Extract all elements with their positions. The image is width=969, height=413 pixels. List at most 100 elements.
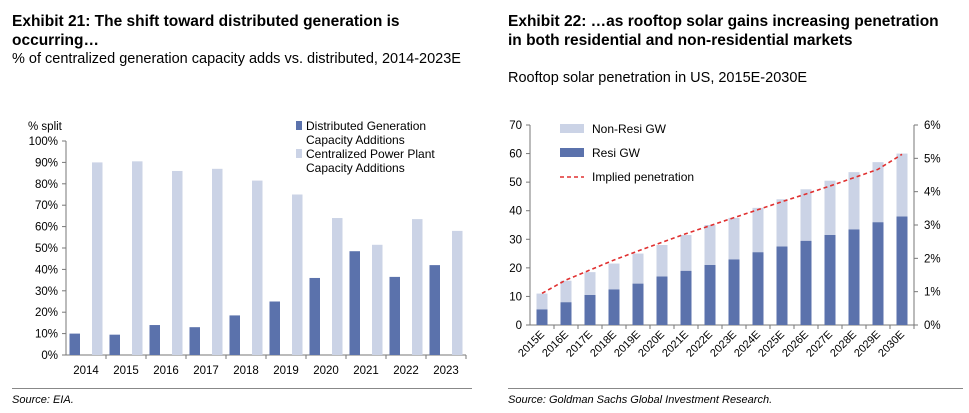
bar-nonresi-2023E: [728, 217, 740, 260]
x-tick-label: 2015: [113, 365, 139, 377]
y-tick-label: 40: [509, 206, 522, 218]
legend-swatch: [560, 148, 584, 157]
bar-resi-2028E: [848, 229, 860, 325]
bar-2020-centralized: [332, 218, 343, 355]
bar-resi-2029E: [872, 222, 884, 325]
x-tick-label: 2016: [153, 365, 179, 377]
bar-nonresi-2016E: [560, 280, 572, 303]
legend-label: Implied penetration: [592, 170, 694, 184]
y-tick-label: 90%: [35, 157, 58, 169]
bar-nonresi-2026E: [800, 189, 812, 241]
legend-label: Capacity Additions: [306, 161, 405, 175]
bar-resi-2017E: [584, 295, 596, 325]
bar-nonresi-2028E: [848, 172, 860, 230]
bar-nonresi-2021E: [680, 235, 692, 271]
bar-resi-2026E: [800, 240, 812, 325]
y-tick-label: 10%: [35, 329, 58, 341]
bar-resi-2020E: [656, 276, 668, 325]
bar-2017-centralized: [212, 168, 223, 355]
bar-2021-distributed: [349, 251, 360, 355]
exhibit-22-divider: [508, 388, 963, 389]
x-tick-label: 2028E: [828, 329, 859, 360]
y-tick-label: 60%: [35, 222, 58, 234]
legend-label: Centralized Power Plant: [306, 147, 435, 161]
x-tick-label: 2019E: [612, 329, 643, 360]
bar-2018-centralized: [252, 180, 263, 355]
y2-tick-label: 0%: [924, 320, 941, 332]
x-tick-label: 2022: [393, 365, 419, 377]
bar-nonresi-2025E: [776, 199, 788, 247]
y-tick-label: 10: [509, 291, 522, 303]
exhibit-21-source: Source: EIA.: [12, 394, 74, 406]
bar-resi-2025E: [776, 246, 788, 325]
y-tick-label: 50: [509, 177, 522, 189]
y-axis-label: % split: [28, 121, 63, 133]
exhibit-22-source: Source: Goldman Sachs Global Investment …: [508, 394, 773, 406]
y2-tick-label: 3%: [924, 220, 941, 232]
x-tick-label: 2022E: [684, 329, 715, 360]
bar-resi-2023E: [728, 259, 740, 325]
y-tick-label: 30: [509, 234, 522, 246]
legend-label: Resi GW: [592, 146, 641, 160]
legend-label: Capacity Additions: [306, 133, 405, 147]
x-tick-label: 2019: [273, 365, 299, 377]
y-tick-label: 100%: [29, 136, 58, 148]
y2-tick-label: 6%: [924, 120, 941, 132]
x-tick-label: 2021: [353, 365, 379, 377]
exhibit-22-panel: Exhibit 22: …as rooftop solar gains incr…: [494, 0, 969, 413]
exhibit-21-subtitle: % of centralized generation capacity add…: [12, 51, 461, 67]
y-tick-label: 20: [509, 263, 522, 275]
bar-nonresi-2022E: [704, 225, 716, 265]
y-tick-label: 0%: [41, 350, 58, 362]
bar-nonresi-2015E: [536, 293, 548, 310]
x-tick-label: 2020E: [636, 329, 667, 360]
bar-2020-distributed: [309, 277, 320, 355]
x-tick-label: 2027E: [804, 329, 835, 360]
bar-nonresi-2027E: [824, 180, 836, 235]
bar-2023-distributed: [429, 265, 440, 355]
x-tick-label: 2025E: [756, 329, 787, 360]
bar-2014-centralized: [92, 162, 103, 355]
bar-2023-centralized: [452, 230, 463, 355]
legend-swatch: [296, 149, 302, 158]
x-tick-label: 2018E: [588, 329, 619, 360]
bar-2016-distributed: [149, 325, 160, 355]
y-tick-label: 50%: [35, 243, 58, 255]
x-tick-label: 2018: [233, 365, 259, 377]
exhibit-22-chart: 0102030405060700%1%2%3%4%5%6%2015E2016E2…: [509, 120, 941, 360]
y2-tick-label: 4%: [924, 187, 941, 199]
y-tick-label: 0: [516, 320, 522, 332]
x-tick-label: 2015E: [516, 329, 547, 360]
legend-swatch: [296, 121, 302, 130]
x-tick-label: 2014: [73, 365, 99, 377]
exhibit-21-title: Exhibit 21: The shift toward distributed…: [12, 13, 400, 49]
bar-2019-distributed: [269, 301, 280, 355]
bar-resi-2015E: [536, 309, 548, 325]
bar-nonresi-2020E: [656, 245, 668, 277]
exhibit-21-panel: Exhibit 21: The shift toward distributed…: [0, 0, 480, 413]
x-tick-label: 2024E: [732, 329, 763, 360]
y-tick-label: 40%: [35, 264, 58, 276]
x-tick-label: 2029E: [852, 329, 883, 360]
exhibit-21-divider: [12, 388, 472, 389]
bar-resi-2030E: [896, 216, 908, 325]
bar-2016-centralized: [172, 170, 183, 355]
y-tick-label: 20%: [35, 307, 58, 319]
exhibit-22-title: Exhibit 22: …as rooftop solar gains incr…: [508, 13, 939, 49]
bar-nonresi-2017E: [584, 272, 596, 295]
bar-2018-distributed: [229, 315, 240, 355]
y-tick-label: 60: [509, 149, 522, 161]
bar-resi-2024E: [752, 252, 764, 325]
x-tick-label: 2023: [433, 365, 459, 377]
y-tick-label: 70: [509, 120, 522, 132]
implied-penetration-line: [541, 153, 903, 295]
y2-tick-label: 2%: [924, 253, 941, 265]
bar-nonresi-2019E: [632, 253, 644, 284]
x-tick-label: 2030E: [876, 329, 907, 360]
x-tick-label: 2017E: [564, 329, 595, 360]
y-tick-label: 30%: [35, 286, 58, 298]
y-tick-label: 80%: [35, 179, 58, 191]
y-tick-label: 70%: [35, 200, 58, 212]
bar-resi-2018E: [608, 289, 620, 325]
x-tick-label: 2016E: [540, 329, 571, 360]
